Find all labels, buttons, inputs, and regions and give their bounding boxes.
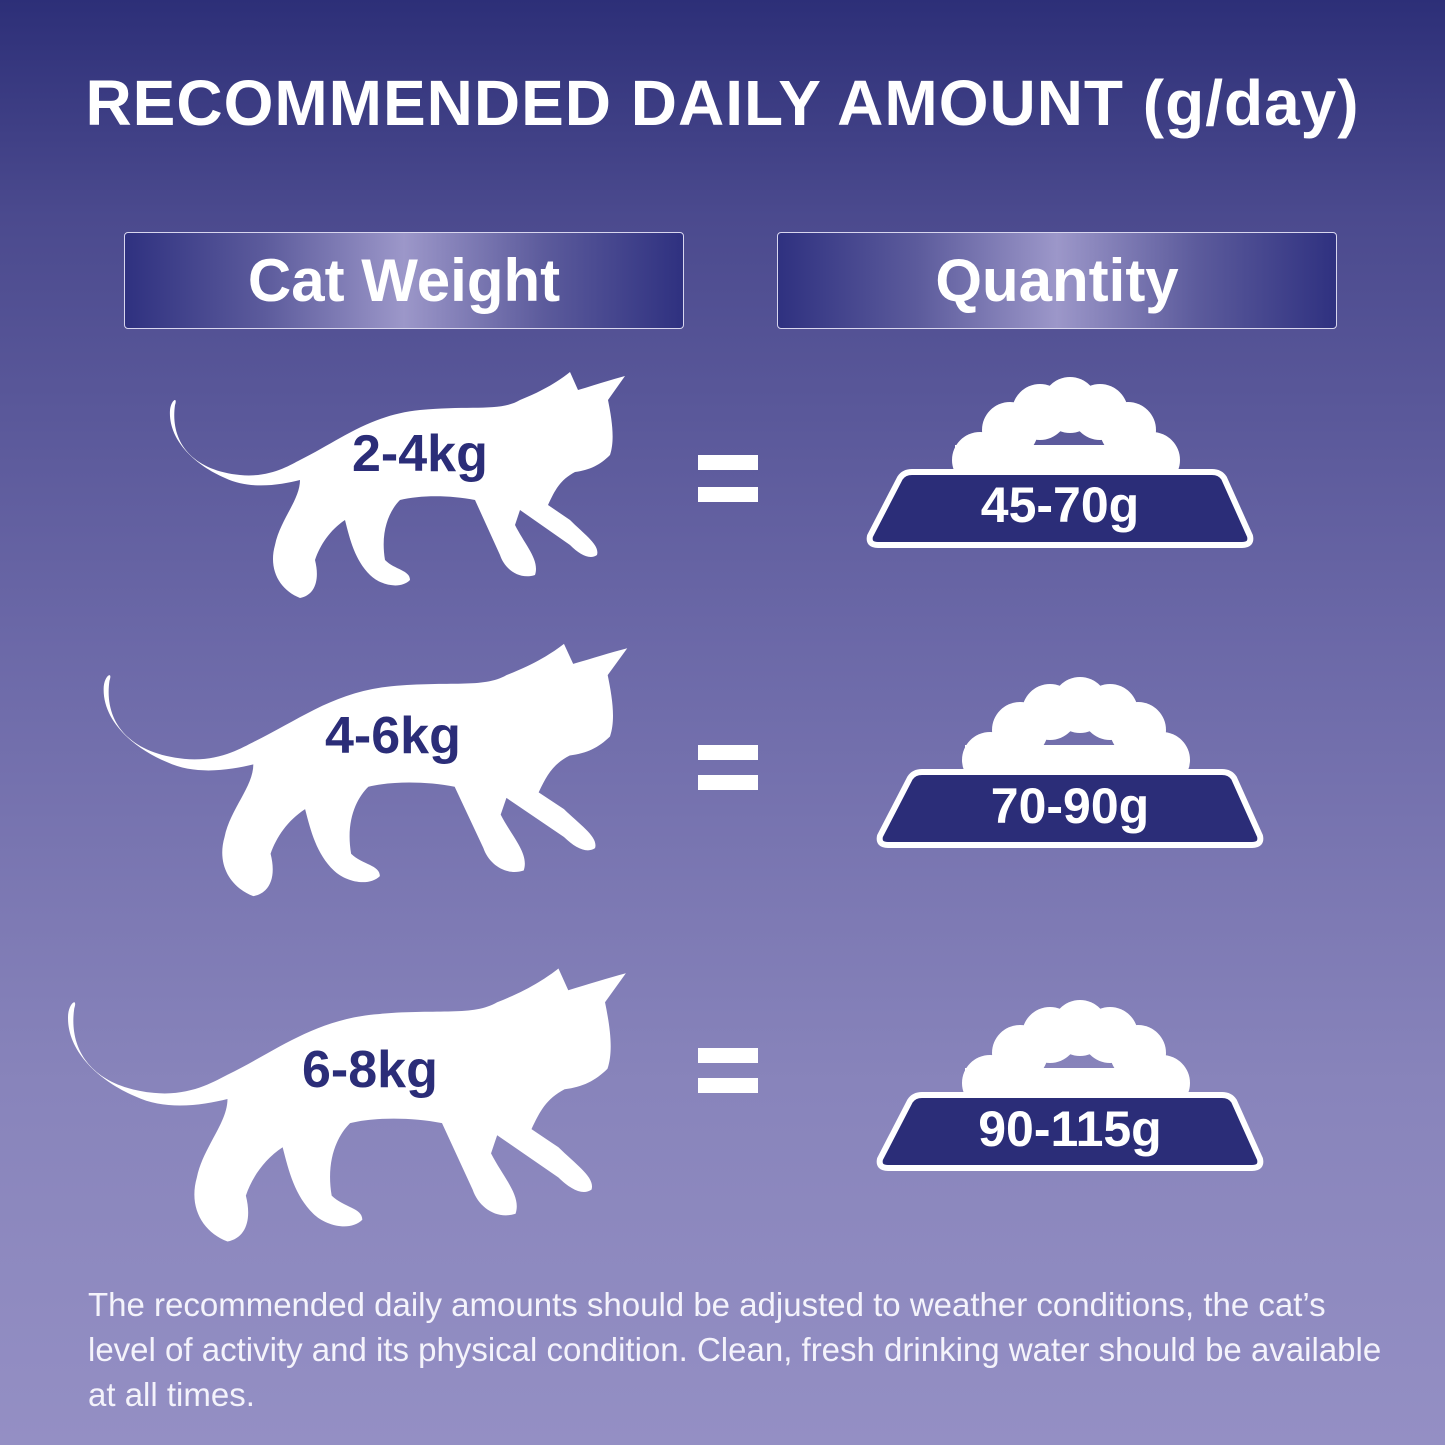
equals-icon (698, 487, 758, 502)
quantity-label: 45-70g (980, 477, 1140, 533)
cat-silhouette-icon (98, 636, 633, 904)
equals-icon (698, 1048, 758, 1063)
header-quantity: Quantity (777, 232, 1337, 329)
quantity-label: 90-115g (978, 1101, 1162, 1157)
equals-icon (698, 745, 758, 760)
cat-silhouette-icon (62, 960, 632, 1250)
page-title: RECOMMENDED DAILY AMOUNT (g/day) (85, 67, 1360, 139)
equals-icon (698, 1078, 758, 1093)
weight-label: 6-8kg (302, 1041, 438, 1099)
equals-icon (698, 775, 758, 790)
header-cat-weight: Cat Weight (124, 232, 684, 329)
cat-silhouette-icon (165, 365, 630, 605)
weight-label: 2-4kg (352, 425, 488, 483)
equals-icon (698, 455, 758, 470)
quantity-label: 70-90g (990, 778, 1150, 834)
weight-label: 4-6kg (325, 707, 461, 765)
footnote: The recommended daily amounts should be … (88, 1286, 1382, 1413)
